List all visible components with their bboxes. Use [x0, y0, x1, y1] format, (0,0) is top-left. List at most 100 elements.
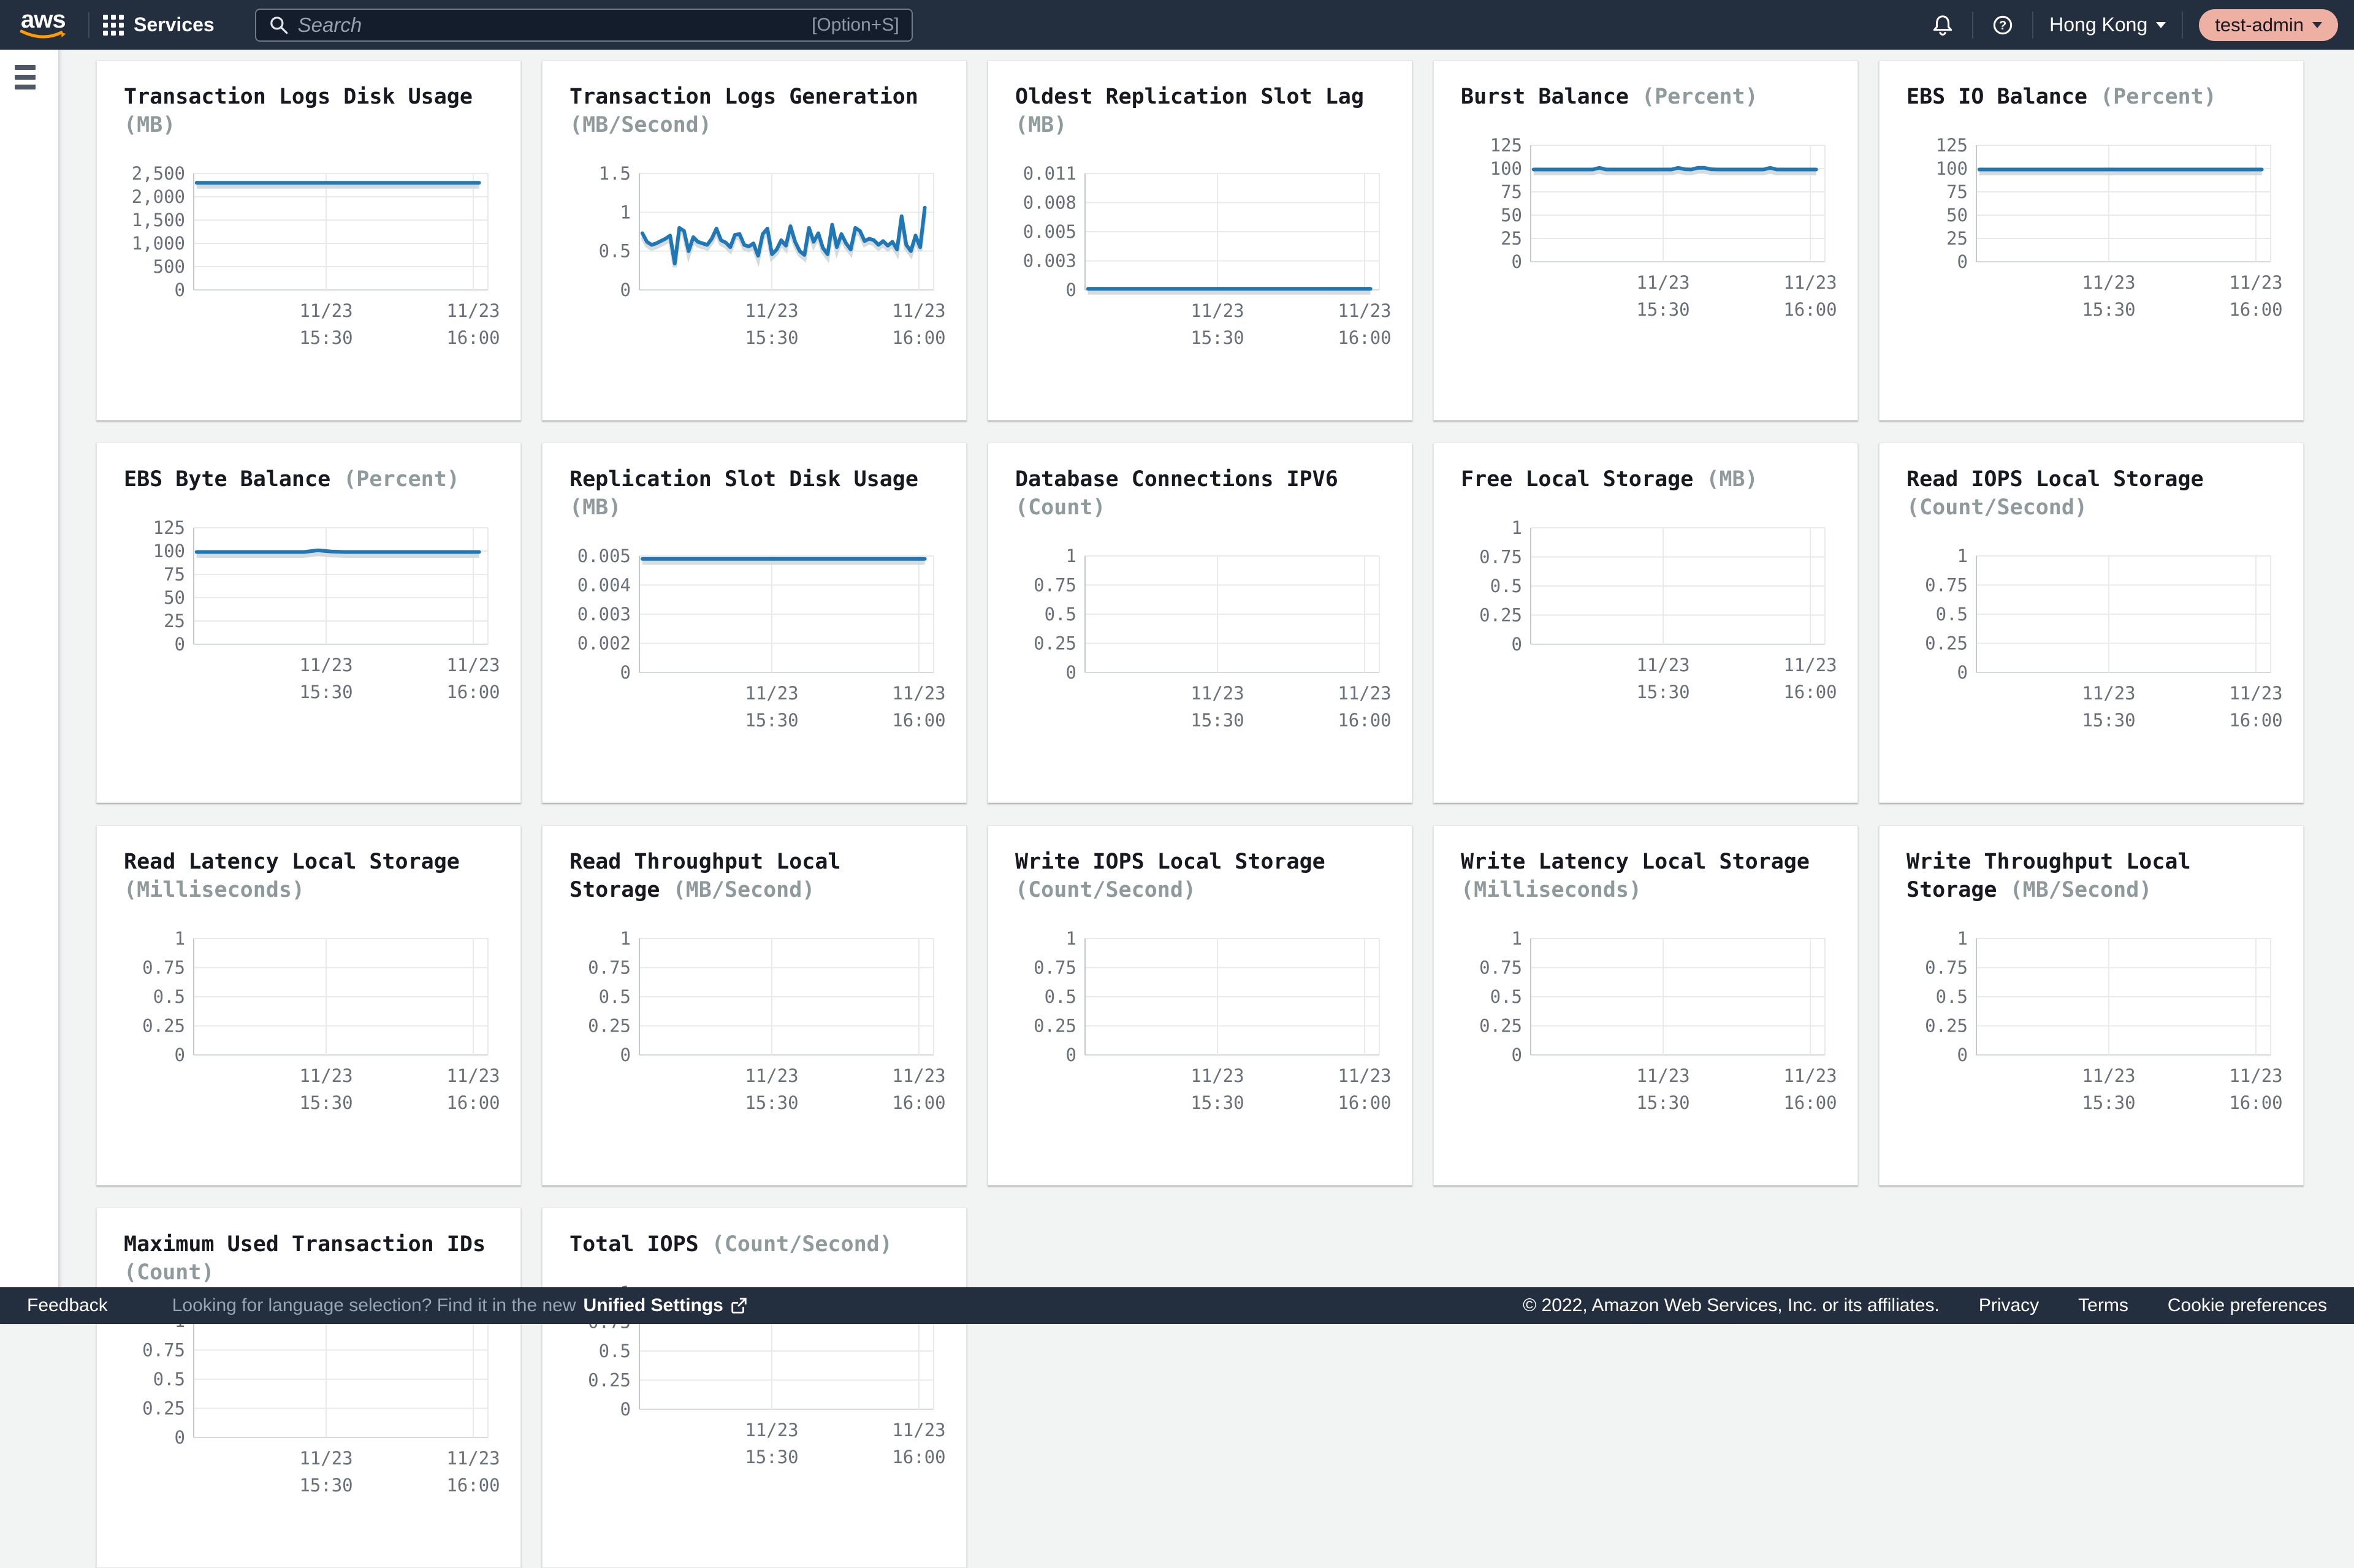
bell-icon — [1931, 13, 1954, 37]
x-tick-label: 15:30 — [1636, 682, 1689, 702]
card-title: Replication Slot Disk Usage (MB) — [569, 465, 939, 522]
card-title: Read IOPS Local Storage (Count/Second) — [1906, 465, 2276, 522]
x-tick-label: 11/23 — [2082, 272, 2135, 293]
feedback-button[interactable]: Feedback — [27, 1295, 108, 1316]
metric-chart[interactable]: 0.0110.0080.0050.003011/2315:3011/2316:0… — [1015, 169, 1390, 366]
y-tick-label: 0.5 — [153, 986, 185, 1007]
hamburger-icon — [15, 65, 36, 70]
metric-unit: (MB) — [124, 113, 175, 137]
footer-link[interactable]: Terms — [2078, 1295, 2128, 1316]
help-button[interactable]: ? — [1989, 12, 2016, 39]
x-tick-label: 16:00 — [2229, 299, 2282, 320]
y-tick-label: 0 — [1066, 1045, 1076, 1065]
y-tick-label: 0 — [1066, 280, 1076, 300]
metric-chart[interactable]: 2,5002,0001,5001,000500011/2315:3011/231… — [124, 169, 499, 366]
x-tick-label: 11/23 — [2229, 272, 2282, 293]
search-input[interactable] — [298, 13, 803, 37]
y-tick-label: 0.75 — [1479, 547, 1522, 568]
card-title: Free Local Storage (MB) — [1461, 465, 1830, 493]
metric-chart[interactable]: 0.0050.0040.0030.002011/2315:3011/2316:0… — [569, 551, 945, 748]
metric-name: Total IOPS — [569, 1232, 699, 1257]
y-tick-label: 0 — [1066, 662, 1076, 683]
metric-name: Write Latency Local Storage — [1461, 850, 1810, 874]
open-menu-button[interactable] — [15, 65, 43, 89]
x-tick-label: 11/23 — [1338, 683, 1391, 704]
y-tick-label: 0 — [1512, 634, 1522, 655]
footer-link[interactable]: Cookie preferences — [2168, 1295, 2327, 1316]
y-tick-label: 100 — [1936, 158, 1968, 179]
services-menu-button[interactable]: Services — [103, 13, 215, 36]
x-tick-label: 11/23 — [745, 683, 798, 704]
metric-card[interactable]: Read Latency Local Storage (Milliseconds… — [96, 825, 521, 1186]
y-tick-label: 0.75 — [1479, 957, 1522, 978]
y-tick-label: 100 — [1490, 158, 1522, 179]
x-tick-label: 16:00 — [892, 1447, 945, 1467]
metric-unit: (Count/Second) — [1015, 878, 1196, 902]
x-tick-label: 15:30 — [1190, 327, 1244, 348]
metric-unit: (Count/Second) — [699, 1232, 893, 1257]
search-icon — [269, 15, 289, 36]
metric-card[interactable]: Transaction Logs Generation (MB/Second)1… — [542, 60, 967, 421]
x-tick-label: 16:00 — [892, 327, 945, 348]
y-tick-label: 0 — [620, 1045, 631, 1065]
metric-card[interactable]: Read Throughput Local Storage (MB/Second… — [542, 825, 967, 1186]
x-tick-label: 11/23 — [1783, 272, 1837, 293]
card-title: EBS Byte Balance (Percent) — [124, 465, 493, 493]
y-tick-label: 0 — [1957, 251, 1968, 272]
metric-card[interactable]: Write Throughput Local Storage (MB/Secon… — [1879, 825, 2304, 1186]
notifications-bell-button[interactable] — [1929, 12, 1956, 39]
y-tick-label: 0.5 — [1936, 986, 1968, 1007]
footer-link[interactable]: Privacy — [1979, 1295, 2039, 1316]
y-tick-label: 50 — [164, 587, 185, 608]
x-tick-label: 11/23 — [446, 1448, 500, 1469]
metric-card[interactable]: Write IOPS Local Storage (Count/Second)1… — [988, 825, 1412, 1186]
y-tick-label: 0.25 — [588, 1016, 631, 1037]
x-tick-label: 16:00 — [446, 1092, 500, 1113]
global-search-box[interactable]: [Option+S] — [255, 9, 913, 42]
y-tick-label: 0.008 — [1023, 192, 1076, 213]
y-tick-label: 0 — [175, 1045, 185, 1065]
metric-unit: (MB/Second) — [569, 113, 712, 137]
y-tick-label: 125 — [153, 517, 185, 538]
x-tick-label: 15:30 — [1190, 710, 1244, 731]
account-menu[interactable]: test-admin — [2199, 9, 2338, 41]
metric-card[interactable]: Write Latency Local Storage (Millisecond… — [1433, 825, 1858, 1186]
y-tick-label: 0 — [175, 1427, 185, 1448]
metric-name: Maximum Used Transaction IDs — [124, 1232, 486, 1257]
aws-logo[interactable]: aws — [16, 7, 75, 43]
y-tick-label: 0.25 — [588, 1370, 631, 1391]
y-tick-label: 0.75 — [1034, 957, 1076, 978]
metric-name: Oldest Replication Slot Lag — [1015, 85, 1364, 109]
y-tick-label: 50 — [1501, 205, 1522, 226]
x-tick-label: 15:30 — [2082, 710, 2135, 731]
unified-settings-link[interactable]: Unified Settings — [584, 1295, 748, 1316]
y-tick-label: 0 — [1957, 1045, 1968, 1065]
region-selector[interactable]: Hong Kong — [2049, 13, 2166, 36]
copyright-text: © 2022, Amazon Web Services, Inc. or its… — [1523, 1295, 1940, 1316]
